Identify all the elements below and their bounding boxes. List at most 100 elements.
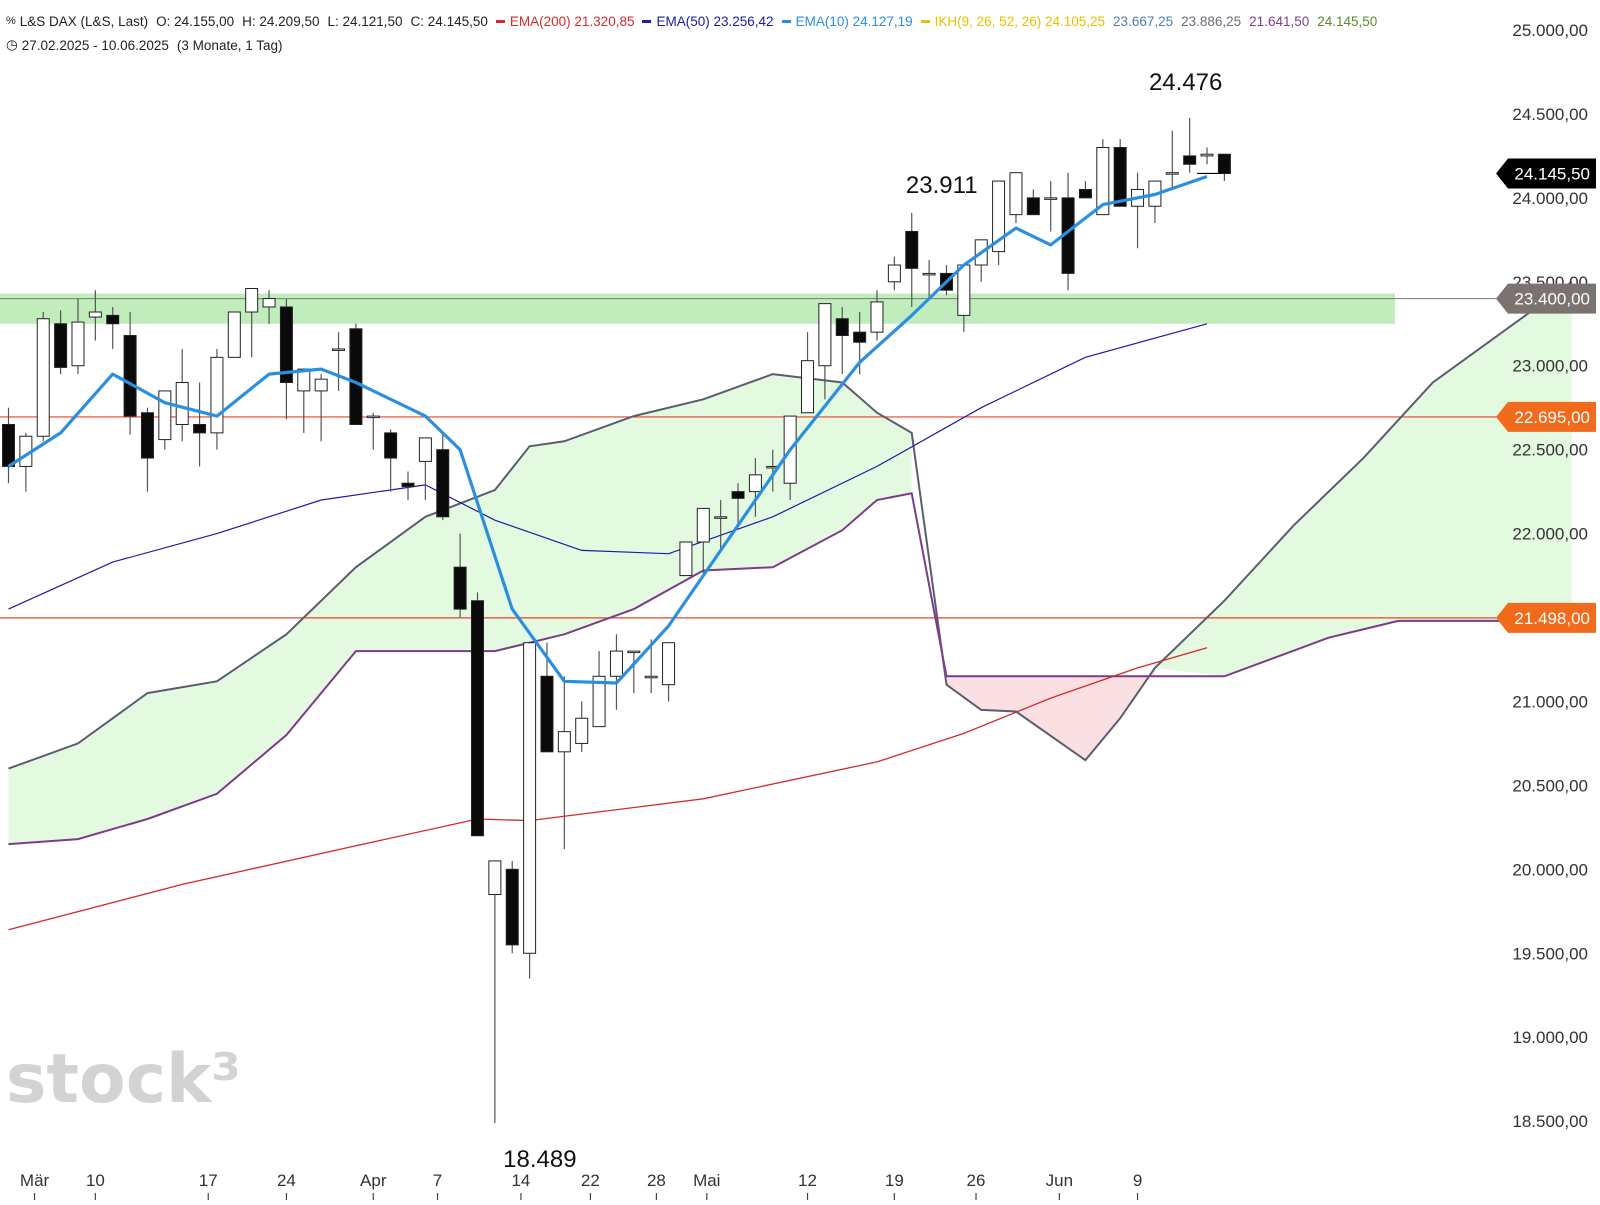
candle-26[interactable] (453, 566, 467, 610)
peak-annotation-2: 18.489 (503, 1146, 576, 1173)
level-badge-21498[interactable]: 21.498,00 (1496, 602, 1596, 633)
ema200-line[interactable] (8, 647, 1208, 931)
candle-35[interactable] (609, 650, 623, 677)
candle-9[interactable] (158, 390, 172, 441)
last-price-badge[interactable]: 24.145,50 (1496, 158, 1596, 189)
candle-12[interactable] (210, 356, 224, 434)
candle-31[interactable] (540, 675, 554, 753)
candle-2[interactable] (36, 318, 50, 437)
resistance-zone[interactable] (0, 293, 1395, 324)
candle-52[interactable] (905, 230, 919, 269)
instrument-icon: % (6, 15, 16, 27)
candle-57[interactable] (992, 180, 1006, 253)
candle-14[interactable] (245, 288, 259, 313)
x-tick-label-7: 22 (581, 1171, 600, 1190)
candle-32[interactable] (557, 731, 571, 753)
candle-29[interactable] (505, 868, 519, 946)
candle-55[interactable] (957, 264, 971, 316)
legend-ikh[interactable]: IKH(9, 26, 52, 26) 24.105,25 (920, 14, 1105, 29)
candle-48[interactable] (835, 318, 849, 337)
candle-43[interactable] (748, 474, 762, 493)
candle-67[interactable] (1165, 172, 1179, 175)
candle-8[interactable] (140, 412, 154, 459)
candle-24[interactable] (418, 437, 432, 462)
candle-6[interactable] (106, 314, 120, 325)
candle-30[interactable] (523, 642, 537, 954)
candle-3[interactable] (54, 323, 68, 368)
x-tick-label-3: 24 (277, 1171, 296, 1190)
candle-0[interactable] (2, 423, 15, 467)
candle-38[interactable] (662, 642, 676, 686)
zone-price-badge-label: 23.400,00 (1514, 290, 1590, 309)
instrument-title[interactable]: L&S DAX (L&S, Last) (19, 13, 149, 29)
candle-51[interactable] (887, 264, 901, 283)
candle-50[interactable] (870, 301, 884, 333)
candle-15[interactable] (262, 298, 276, 308)
candle-7[interactable] (123, 335, 137, 417)
candle-22[interactable] (384, 432, 398, 459)
legend-ema50[interactable]: EMA(50) 23.256,42 (642, 14, 774, 29)
legend-ema200[interactable]: EMA(200) 21.320,85 (495, 14, 634, 29)
peak-annotation-0: 24.476 (1149, 69, 1222, 96)
candle-25[interactable] (436, 449, 450, 518)
candle-58[interactable] (1009, 172, 1023, 216)
legend-ema10[interactable]: EMA(10) 24.127,19 (781, 14, 913, 29)
candle-64[interactable] (1113, 147, 1127, 207)
level-badge-22695[interactable]: 22.695,00 (1496, 401, 1596, 432)
candle-18[interactable] (314, 378, 328, 392)
candle-5[interactable] (88, 311, 102, 318)
senkou-span-a-line (8, 280, 1573, 770)
level-badge-22695-label: 22.695,00 (1514, 408, 1590, 427)
candle-49[interactable] (853, 331, 867, 343)
candle-10[interactable] (175, 382, 189, 425)
ohlc-open: O: 24.155,00 (156, 13, 235, 29)
y-tick-7: 22.000,00 (1512, 525, 1588, 544)
candle-42[interactable] (731, 491, 745, 499)
x-tick-label-12: 26 (967, 1171, 986, 1190)
candle-34[interactable] (592, 675, 606, 728)
candle-70[interactable] (1217, 153, 1231, 175)
candle-53[interactable] (922, 272, 936, 276)
y-tick-8: 22.500,00 (1512, 441, 1588, 460)
stock3-watermark: stock³ (6, 1040, 241, 1119)
candle-19[interactable] (332, 348, 346, 351)
level-badge-22695-shape (1496, 401, 1596, 432)
candle-60[interactable] (1044, 197, 1058, 200)
last-price-badge-label: 24.145,50 (1514, 164, 1590, 183)
candle-62[interactable] (1078, 188, 1092, 199)
candle-28[interactable] (488, 860, 502, 896)
ohlc-high: H: 24.209,50 (242, 13, 320, 29)
candle-27[interactable] (470, 600, 484, 837)
candle-47[interactable] (818, 303, 832, 367)
x-tick-label-9: Mai (693, 1171, 720, 1190)
candle-33[interactable] (575, 717, 589, 744)
candle-11[interactable] (193, 423, 207, 434)
candle-4[interactable] (71, 321, 85, 367)
ema10-line[interactable] (7, 174, 1208, 685)
candle-69[interactable] (1200, 153, 1214, 157)
candle-63[interactable] (1096, 147, 1110, 216)
candle-59[interactable] (1026, 197, 1040, 216)
ohlc-close: C: 24.145,50 (410, 13, 488, 29)
candle-21[interactable] (366, 415, 380, 419)
ema50-line[interactable] (8, 323, 1208, 610)
candle-16[interactable] (279, 306, 293, 384)
candle-20[interactable] (349, 328, 363, 425)
candle-37[interactable] (644, 675, 658, 679)
candle-68[interactable] (1183, 155, 1197, 165)
candle-17[interactable] (297, 368, 311, 392)
candle-46[interactable] (801, 360, 815, 414)
zone-price-badge[interactable]: 23.400,00 (1496, 283, 1596, 314)
x-tick-label-6: 14 (511, 1171, 530, 1190)
candle-40[interactable] (696, 507, 710, 543)
y-tick-4: 20.500,00 (1512, 776, 1588, 795)
candle-13[interactable] (227, 311, 241, 358)
legend-row-main: % L&S DAX (L&S, Last) O: 24.155,00 H: 24… (6, 9, 1385, 33)
candle-36[interactable] (627, 650, 641, 654)
candle-23[interactable] (401, 482, 415, 488)
last-price-badge-shape (1496, 158, 1596, 189)
candle-41[interactable] (714, 516, 728, 519)
candle-39[interactable] (679, 541, 693, 577)
